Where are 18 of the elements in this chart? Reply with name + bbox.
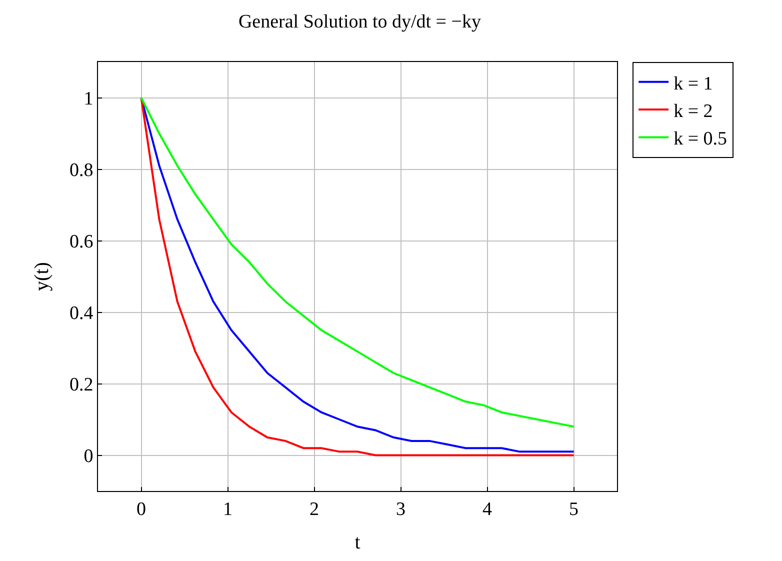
x-tick-label: 5 — [569, 498, 578, 520]
x-tick-label: 2 — [310, 498, 319, 520]
y-tick-label: 0.4 — [69, 302, 94, 324]
y-tick-label: 0.2 — [69, 374, 94, 396]
y-tick-label: 1 — [84, 88, 94, 110]
y-tick-label: 0.6 — [69, 231, 94, 252]
y-tick-label: 0.8 — [69, 160, 94, 181]
chart-title: General Solution to dy/dt = −ky — [238, 11, 482, 32]
y-axis-title: y(t) — [30, 262, 53, 291]
legend-label: k = 2 — [674, 100, 713, 122]
x-tick-label: 3 — [396, 498, 406, 520]
x-tick-label: 0 — [136, 498, 146, 520]
x-tick-label: 1 — [223, 498, 232, 520]
y-tick-label: 0 — [84, 446, 94, 467]
x-axis-title: t — [354, 531, 361, 554]
legend-label: k = 0.5 — [674, 128, 728, 150]
legend-label: k = 1 — [674, 73, 713, 94]
x-tick-label: 4 — [482, 498, 492, 520]
